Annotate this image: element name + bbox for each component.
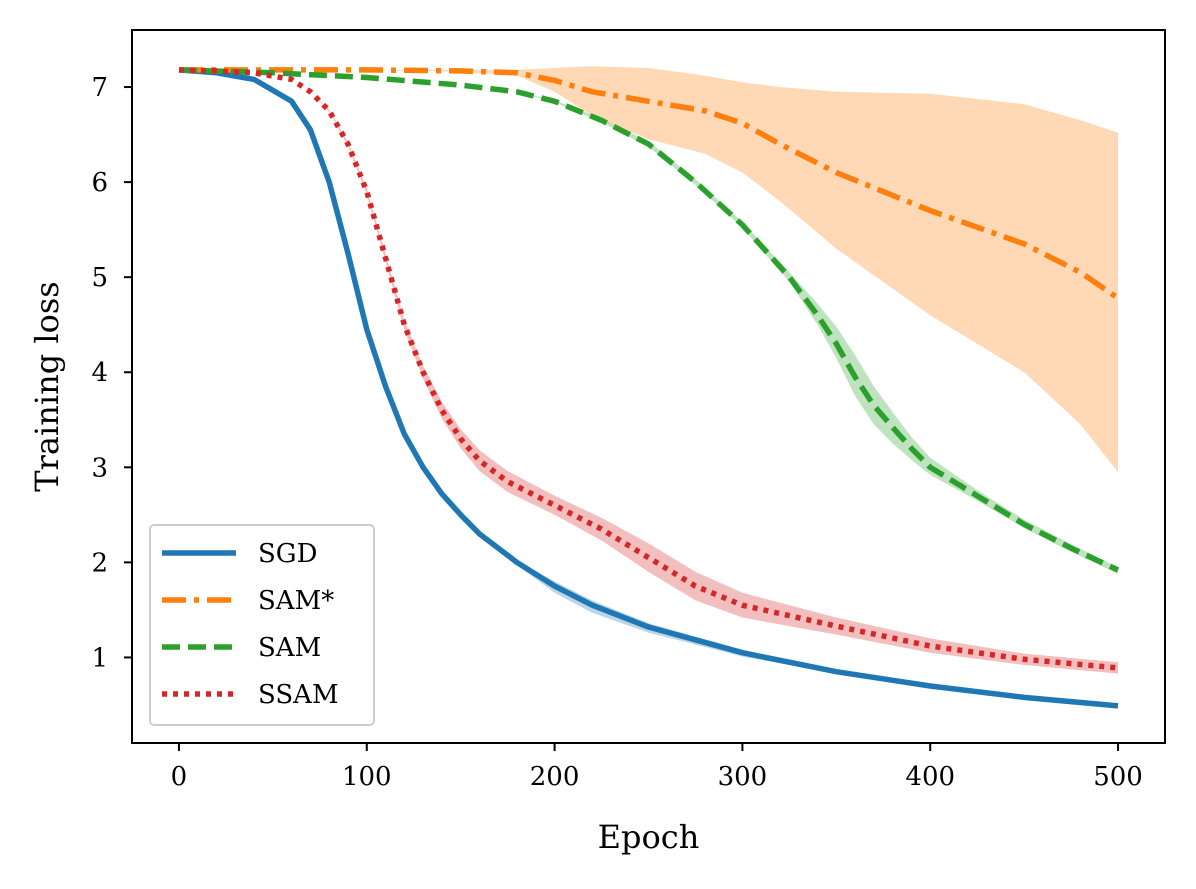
- line-sgd: [178, 67, 1119, 709]
- legend-label-sam: SAM: [258, 633, 321, 663]
- y-tick-label: 5: [91, 263, 108, 293]
- legend-label-ssam: SSAM: [258, 680, 339, 710]
- y-axis-label: Training loss: [28, 281, 66, 491]
- plot-frame: [131, 29, 1166, 744]
- line-ssam: [178, 67, 1119, 671]
- x-tick-label: 0: [171, 762, 188, 792]
- band-sam: [179, 66, 1118, 473]
- line-sam: [178, 67, 1120, 573]
- x-axis-ticks: 0 100 200 300 400 500: [171, 743, 1143, 792]
- legend-box: [149, 524, 375, 726]
- x-tick-label: 200: [530, 762, 580, 792]
- y-tick-label: 2: [91, 548, 108, 578]
- y-tick-label: 1: [91, 643, 108, 673]
- legend-label-sgd: SGD: [258, 539, 317, 569]
- x-axis-label: Epoch: [598, 818, 700, 856]
- x-tick-label: 100: [342, 762, 392, 792]
- legend: SGD SAM* SAM SSAM: [149, 524, 375, 726]
- line-sam: [179, 67, 1120, 301]
- legend-label-sam: SAM*: [258, 586, 334, 616]
- y-tick-label: 6: [91, 168, 108, 198]
- y-tick-label: 4: [91, 358, 108, 388]
- y-tick-label: 3: [91, 453, 108, 483]
- y-tick-label: 7: [91, 73, 108, 103]
- x-tick-label: 300: [718, 762, 768, 792]
- x-tick-label: 500: [1093, 762, 1143, 792]
- series-lines: [178, 67, 1120, 709]
- x-tick-label: 400: [905, 762, 955, 792]
- y-axis-ticks: 1 2 3 4 5 6 7: [91, 73, 132, 673]
- band-ssam: [179, 69, 1118, 674]
